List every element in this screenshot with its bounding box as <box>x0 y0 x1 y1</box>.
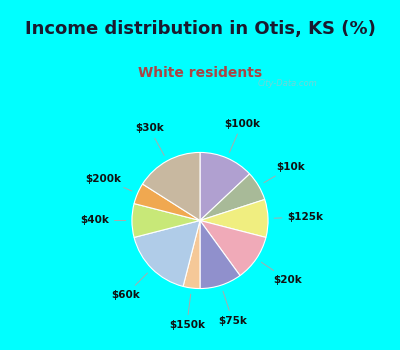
Text: $200k: $200k <box>85 174 132 191</box>
Wedge shape <box>200 220 266 275</box>
Wedge shape <box>200 220 240 288</box>
Text: Income distribution in Otis, KS (%): Income distribution in Otis, KS (%) <box>24 20 376 38</box>
Text: $125k: $125k <box>274 212 324 222</box>
Wedge shape <box>134 220 200 286</box>
Text: $40k: $40k <box>80 216 126 225</box>
Text: $75k: $75k <box>218 291 247 326</box>
Text: $30k: $30k <box>135 123 164 155</box>
Wedge shape <box>200 174 265 220</box>
Text: $100k: $100k <box>224 119 260 152</box>
Wedge shape <box>134 184 200 220</box>
Text: $150k: $150k <box>169 294 205 330</box>
Wedge shape <box>200 199 268 237</box>
Wedge shape <box>200 153 250 220</box>
Text: City-Data.com: City-Data.com <box>258 79 318 89</box>
Wedge shape <box>132 204 200 237</box>
Wedge shape <box>142 153 200 220</box>
Text: $10k: $10k <box>264 162 305 183</box>
Text: $20k: $20k <box>261 262 302 285</box>
Text: White residents: White residents <box>138 66 262 80</box>
Text: $60k: $60k <box>111 273 148 300</box>
Wedge shape <box>183 220 200 288</box>
